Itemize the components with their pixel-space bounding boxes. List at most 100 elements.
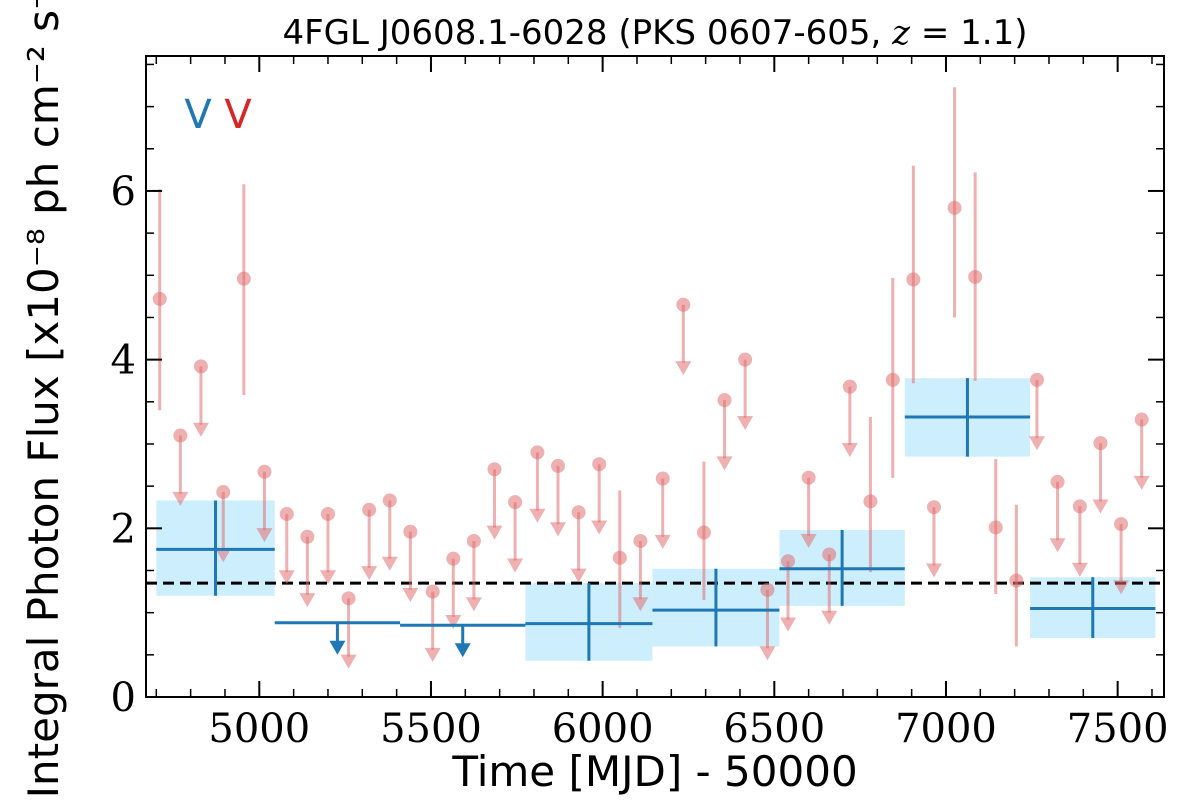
upper-limit-point [425,584,440,599]
upper-limit-point [1134,412,1149,427]
upper-limit-arrow [465,597,482,612]
x-tick-label: 6500 [723,706,825,752]
upper-limit-arrow [445,614,462,629]
upper-limit-arrow [800,534,817,549]
detection-point [1009,573,1024,588]
upper-limit-arrow [381,556,398,571]
x-tick-label: 7000 [895,706,997,752]
detection-point [947,200,962,215]
y-axis-label: Integral Photon Flux [x10⁻⁸ ph cm⁻² s⁻¹] [19,0,68,798]
upper-limit-arrow [424,647,441,662]
upper-limit-point [655,471,670,486]
upper-limit-arrow [319,570,336,585]
upper-limit-point [446,551,461,566]
upper-limit-point [633,533,648,548]
x-tick-label: 6000 [552,706,654,752]
upper-limit-arrow [402,588,419,603]
upper-limit-arrow [570,568,587,583]
upper-limit-arrow [632,597,649,612]
long-bin-upper-limit-arrow [329,640,346,655]
upper-limit-point [822,547,837,562]
upper-limit-arrow [256,528,273,543]
upper-limit-arrow [1071,562,1088,577]
chart-title: 4FGL J0608.1-6028 (PKS 0607-605, z = 1.1… [282,13,1027,53]
y-tick-label: 2 [111,506,136,552]
upper-limit-point [801,470,816,485]
upper-limit-arrow [925,563,942,578]
y-tick-label: 0 [111,675,136,721]
detection-point [885,372,900,387]
upper-limit-arrow [507,558,524,573]
upper-limit-point [1093,436,1108,451]
upper-limit-arrow [486,525,503,540]
upper-limit-point [781,554,796,569]
upper-limit-arrow [591,520,608,535]
upper-limit-point [592,457,607,472]
upper-limit-point [193,359,208,374]
x-tick-label: 5000 [208,706,310,752]
upper-limit-point [341,591,356,606]
upper-limit-point [676,297,691,312]
upper-limit-point [320,506,335,521]
upper-limit-point [216,485,231,500]
upper-limit-point [487,462,502,477]
detection-point [988,520,1003,535]
detection-point [236,271,251,286]
upper-limit-point [382,493,397,508]
upper-limit-point [466,533,481,548]
upper-limit-arrow [716,456,733,471]
upper-limit-arrow [192,422,209,437]
upper-limit-point [717,393,732,408]
upper-limit-arrow [1133,475,1150,490]
upper-limit-point [551,458,566,473]
plot-frame [145,55,1165,698]
upper-limit-arrow [361,566,378,581]
upper-limit-point [403,524,418,539]
y-tick-label: 4 [111,338,136,384]
upper-limit-arrow [172,491,189,506]
upper-limit-arrow [215,548,232,563]
x-tick-label: 5500 [380,706,482,752]
detection-point [612,550,627,565]
upper-limit-arrow [299,593,316,608]
x-tick-label: 7500 [1067,706,1169,752]
axes: 5000 5500 6000 6500 7000 7500 0 2 4 6 [111,55,1169,752]
detection-point [906,272,921,287]
upper-limit-arrow [654,534,671,549]
upper-limit-arrow [340,654,357,669]
upper-limit-arrow [821,610,838,625]
upper-limit-point [1029,372,1044,387]
detection-point [696,525,711,540]
upper-limit-arrow [1113,580,1130,595]
upper-limit-point [173,428,188,443]
flare-marker-2: V [224,92,252,138]
upper-limit-arrow [1092,499,1109,514]
x-axis-label: Time [MJD] - 50000 [451,747,857,796]
upper-limit-point [760,582,775,597]
upper-limit-point [508,495,523,510]
upper-limit-point [571,505,586,520]
upper-limit-arrow [759,646,776,661]
flare-marker-1: V [184,92,212,138]
upper-limit-arrow [737,415,754,430]
upper-limit-arrow [841,442,858,457]
upper-limit-point [926,500,941,515]
detection-point [152,291,167,306]
upper-limit-arrow [278,570,295,585]
upper-limit-point [530,445,545,460]
upper-limit-point [300,529,315,544]
detection-point [863,494,878,509]
upper-limit-point [738,352,753,367]
upper-limit-arrow [1028,436,1045,451]
upper-limit-point [257,464,272,479]
detection-point [968,269,983,284]
upper-limit-point [842,379,857,394]
upper-limit-arrow [529,508,546,523]
upper-limit-arrow [1049,538,1066,553]
upper-limit-point [1072,499,1087,514]
long-bin-upper-limit-arrow [454,643,471,658]
y-tick-label: 6 [111,169,136,215]
upper-limit-point [1114,517,1129,532]
